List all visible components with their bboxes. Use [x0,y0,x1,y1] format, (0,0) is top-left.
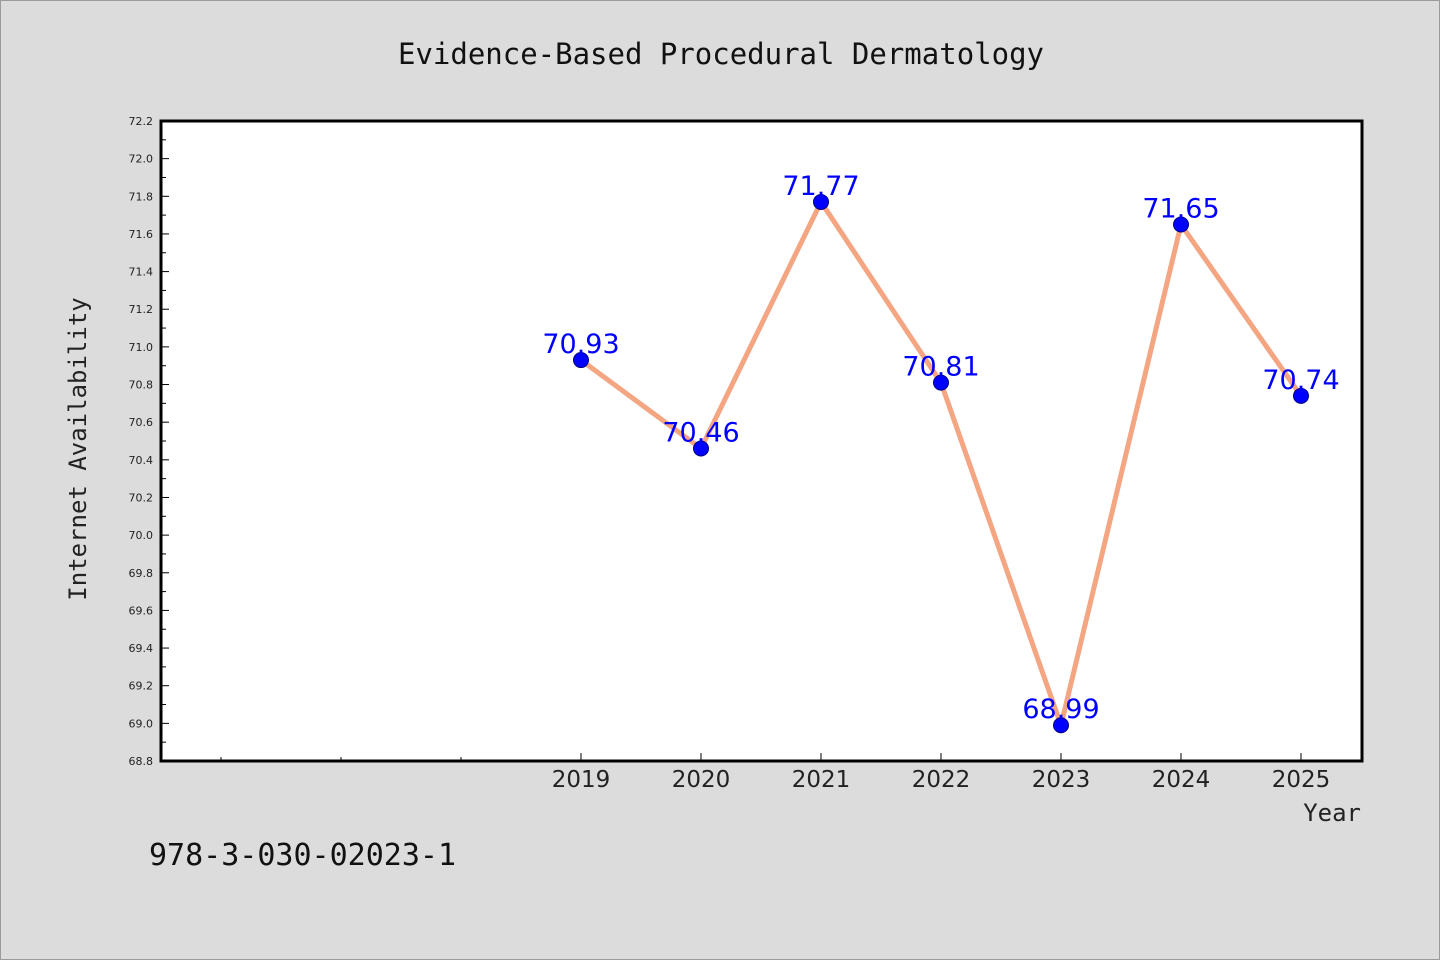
data-label: 68.99 [1022,694,1099,725]
y-tick-label: 69.0 [129,717,154,730]
data-label: 70.74 [1262,365,1339,396]
data-label: 70.46 [662,418,739,449]
data-label: 71.77 [782,171,859,202]
x-axis-label: Year [1303,799,1361,827]
y-tick-label: 71.4 [129,266,154,279]
data-point-marker [1293,387,1309,404]
data-point-marker [933,374,949,391]
data-point-marker [693,440,709,457]
y-tick-label: 69.6 [129,604,154,617]
data-label: 70.81 [902,352,979,383]
plot-area [159,119,1364,763]
y-axis-label: Internet Availability [64,297,92,600]
y-tick-label: 70.2 [129,491,154,504]
y-tick-label: 70.4 [129,454,154,467]
y-tick-label: 70.0 [129,529,154,542]
x-axis: 2019 2020 2021 2022 2023 2024 2025 [220,753,1331,793]
footer-isbn: 978-3-030-02023-1 [149,838,456,873]
y-tick-label: 68.8 [129,755,154,768]
y-tick-label: 72.0 [129,153,154,166]
y-tick-label: 71.0 [129,341,154,354]
y-tick-label: 69.8 [129,567,154,580]
x-tick-label: 2024 [1152,767,1211,793]
chart-title: Evidence-Based Procedural Dermatology [398,37,1044,71]
x-tick-label: 2021 [792,767,851,793]
y-tick-label: 72.2 [129,115,154,128]
y-tick-label: 70.8 [129,379,154,392]
y-axis: 68.8 69.0 69.2 69.4 69.6 69.8 70.0 70.2 70.4 70.6… [129,115,169,768]
data-point-marker [1173,216,1189,233]
x-tick-label: 2019 [552,767,611,793]
y-tick-label: 71.8 [129,190,154,203]
y-tick-label: 69.4 [129,642,154,655]
x-tick-label: 2020 [672,767,731,793]
data-point-marker [1053,717,1069,734]
data-point-marker [573,352,589,369]
y-tick-label: 70.6 [129,416,154,429]
series-line-group: 70.93 70.46 71.77 70.81 68.99 71.65 70.74 [542,171,1340,734]
x-tick-label: 2025 [1272,767,1331,793]
x-tick-label: 2022 [912,767,971,793]
data-label: 71.65 [1142,194,1219,225]
y-tick-label: 69.2 [129,680,154,693]
data-point-marker [813,193,829,210]
y-tick-label: 71.2 [129,303,154,316]
data-label: 70.93 [542,329,619,360]
y-tick-label: 71.6 [129,228,154,241]
x-tick-label: 2023 [1032,767,1091,793]
